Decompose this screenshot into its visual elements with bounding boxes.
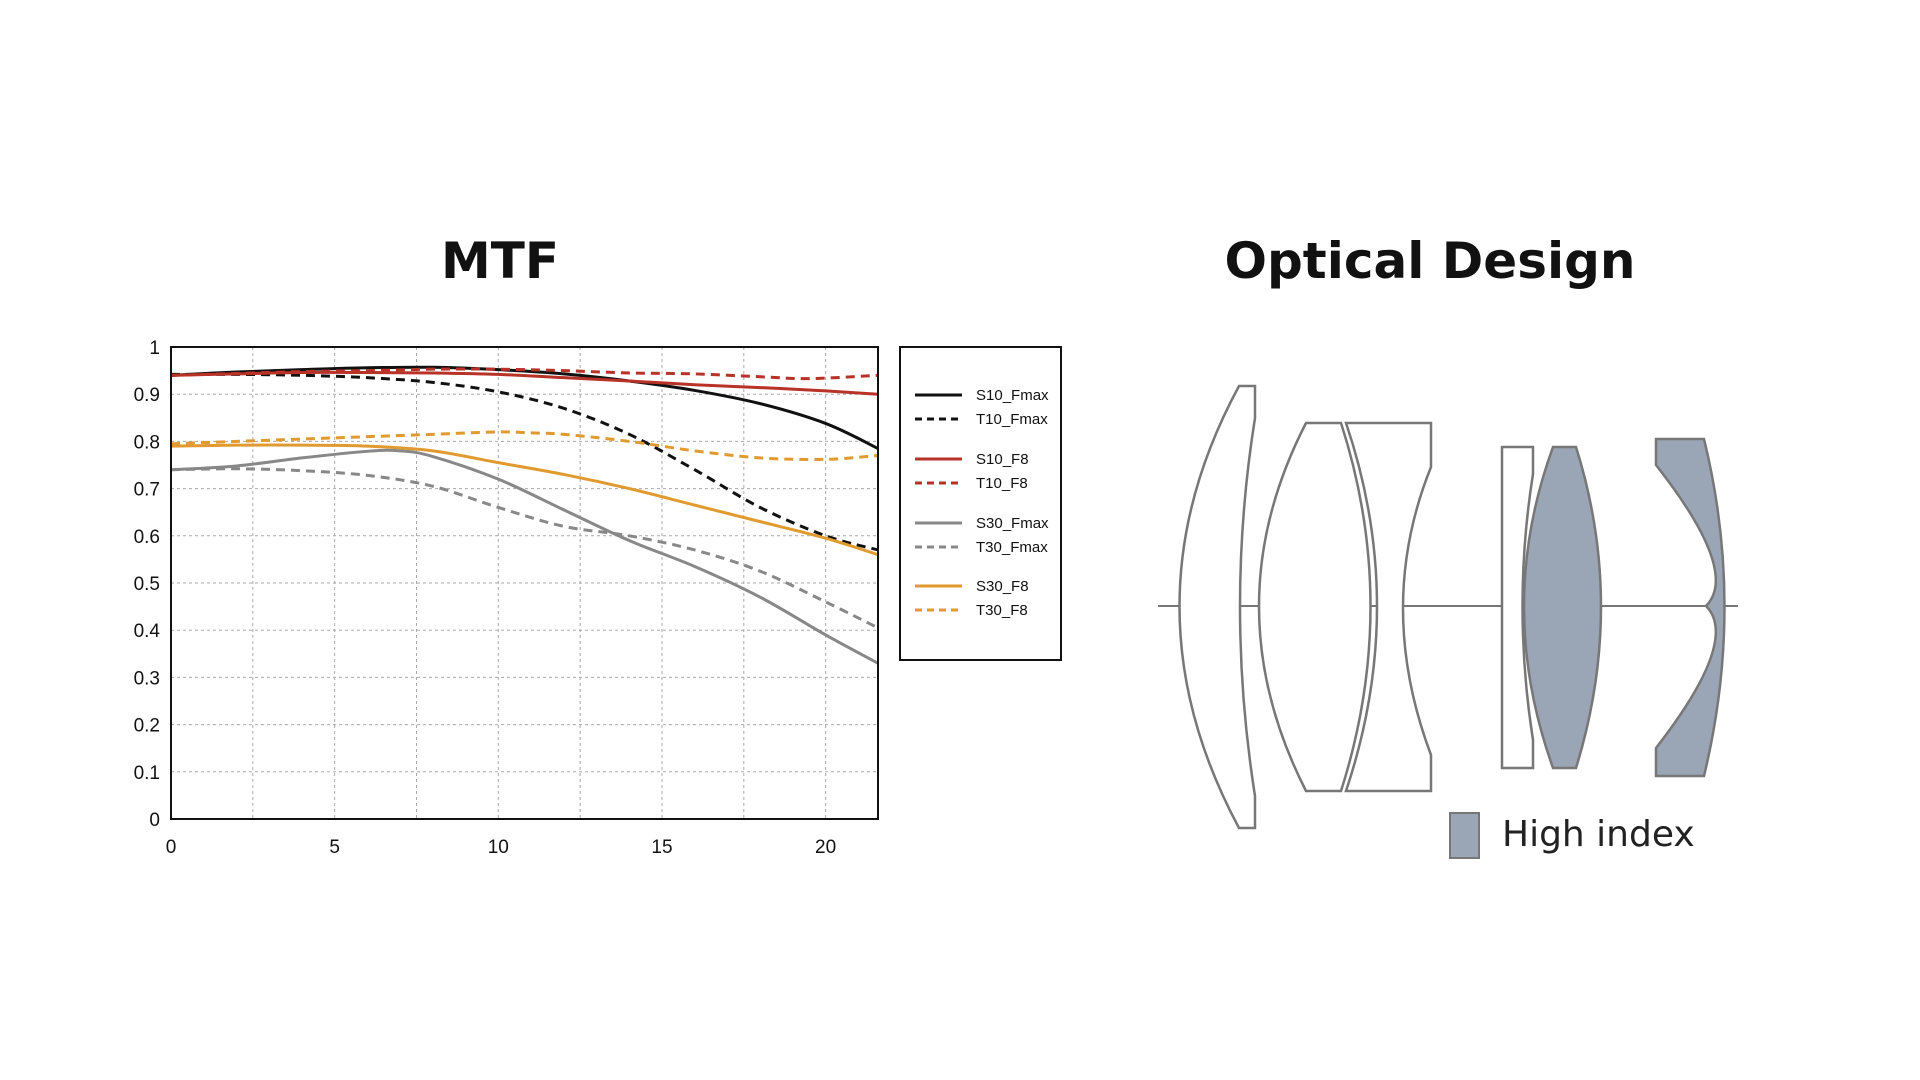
legend-frame: [899, 346, 1062, 661]
y-tick-label: 0.2: [134, 716, 160, 737]
x-tick-label: 5: [329, 837, 340, 858]
y-tick-label: 0.8: [134, 432, 160, 453]
legend-label: S10_Fmax: [976, 387, 1049, 404]
optical-design-diagram: High index: [1158, 384, 1738, 859]
x-tick-label: 0: [166, 837, 177, 858]
y-tick-labels: 0 0.1 0.2 0.3 0.4 0.5 0.6 0.7 0.8 0.9 1: [134, 338, 161, 831]
series-line-t10-f8: [170, 367, 879, 381]
series-line-t10-fmax: [170, 372, 879, 552]
lens-element-2: [1257, 421, 1372, 793]
lens-element-4: [1500, 445, 1535, 770]
optical-design-title: Optical Design: [1224, 232, 1636, 290]
lens-element-5-high-index: [1522, 445, 1603, 770]
lens-element-3: [1344, 421, 1433, 793]
x-tick-labels: 0 5 10 15 20: [166, 837, 836, 858]
plot-frame: [170, 346, 879, 820]
legend-label: T10_Fmax: [976, 411, 1048, 428]
series-line-s30-f8: [170, 443, 879, 557]
y-tick-label: 1: [149, 338, 160, 359]
mtf-title: MTF: [440, 232, 560, 290]
legend-label: S10_F8: [976, 451, 1029, 468]
chart-legend: S10_Fmax T10_Fmax S10_F8 T10_F8 S30_Fmax T30_…: [899, 346, 1062, 661]
series-line-t30-f8: [170, 430, 879, 461]
series-line-t30-fmax: [170, 467, 879, 630]
x-tick-label: 20: [815, 837, 836, 858]
high-index-swatch: [1449, 812, 1480, 859]
x-tick-label: 15: [651, 837, 672, 858]
y-tick-label: 0.7: [134, 480, 160, 501]
y-tick-label: 0.5: [134, 574, 160, 595]
lens-element-1: [1178, 384, 1257, 830]
legend-label: S30_Fmax: [976, 515, 1049, 532]
legend-label: T10_F8: [976, 475, 1028, 492]
x-tick-label: 10: [488, 837, 509, 858]
lens-element-6-high-index: [1654, 437, 1726, 778]
legend-label: S30_F8: [976, 578, 1029, 595]
chart-grid: [171, 347, 878, 819]
y-tick-label: 0.1: [134, 763, 160, 784]
legend-label: T30_F8: [976, 602, 1028, 619]
high-index-label: High index: [1502, 814, 1695, 855]
legend-label: T30_Fmax: [976, 539, 1048, 556]
series-line-s30-fmax: [170, 448, 879, 665]
y-tick-label: 0.6: [134, 527, 160, 548]
series-line-s10-fmax: [170, 365, 879, 450]
y-tick-label: 0.9: [134, 385, 160, 406]
chart-series: [170, 365, 879, 665]
y-tick-label: 0.4: [134, 621, 161, 642]
y-tick-label: 0.3: [134, 668, 160, 689]
y-tick-label: 0: [149, 810, 160, 831]
